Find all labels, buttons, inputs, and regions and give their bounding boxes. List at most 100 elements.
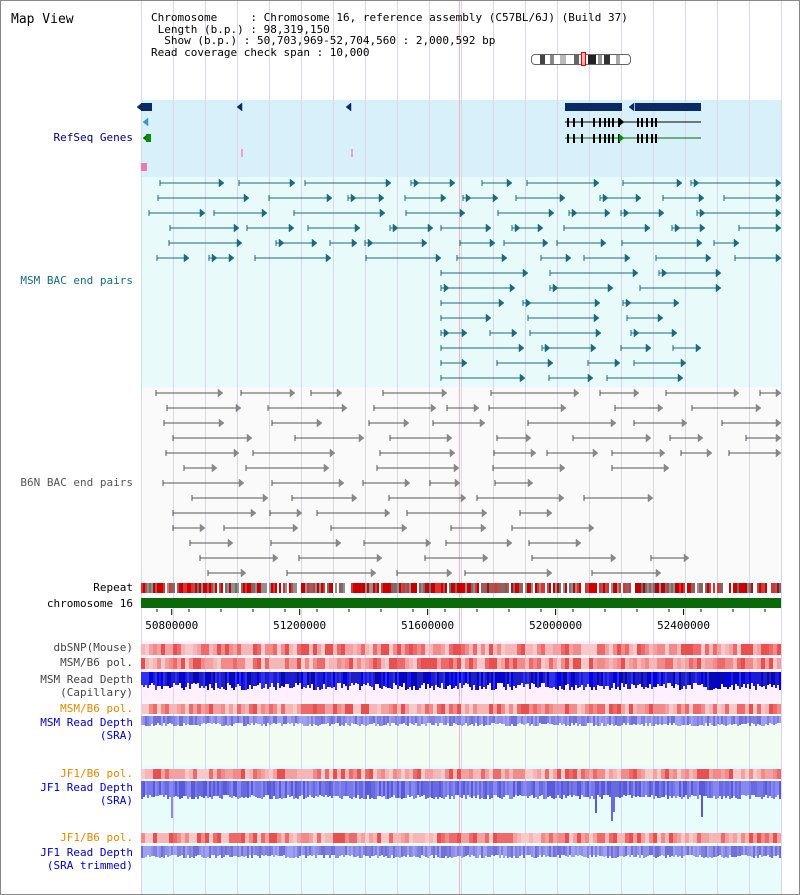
repeat-segment: [487, 583, 489, 593]
msm-b6-pol-2-density: [301, 704, 305, 714]
jf1-read-depth-trimmed-label[interactable]: JF1 Read Depth: [40, 846, 133, 859]
repeat-segment: [545, 583, 547, 593]
msm-b6-pol-2-density: [409, 704, 413, 714]
msm-read-depth-sra-bar: [643, 716, 645, 726]
jf1-b6-pol-density: [245, 769, 249, 779]
msm-read-depth-capillary-bar: [627, 672, 629, 689]
jf1-read-depth-trimmed-bar: [275, 846, 277, 855]
jf1-read-depth-sra-bar: [415, 781, 417, 798]
jf1-b6-pol-2-density: [773, 833, 777, 843]
repeat-segment: [567, 583, 569, 593]
repeat-segment: [501, 583, 503, 593]
jf1-read-depth-trimmed-bar: [755, 846, 757, 856]
chromosome-track-label[interactable]: chromosome 16: [46, 597, 133, 610]
ideogram-position-marker[interactable]: [581, 52, 586, 66]
msm-read-depth-sra-bar: [287, 716, 289, 723]
msm-read-depth-capillary-bar: [173, 672, 175, 683]
msm-read-depth-sra-bar: [641, 716, 643, 724]
refseq-track-label[interactable]: RefSeq Genes: [53, 131, 133, 144]
msm-read-depth-sra-bar: [711, 716, 713, 725]
msm-b6-pol-2-density: [397, 704, 401, 714]
jf1-read-depth-sra-bar: [361, 781, 363, 798]
msm-read-depth-capillary-bar: [477, 672, 479, 690]
b6n-bac-track-label[interactable]: B6N BAC end pairs: [20, 476, 133, 489]
jf1-read-depth-sra-bar: [677, 781, 679, 796]
dbsnp-density: [597, 644, 601, 655]
jf1-b6-pol-track-label[interactable]: JF1/B6 pol.: [60, 767, 133, 780]
repeat-segment: [489, 583, 491, 593]
repeat-segment: [271, 583, 273, 593]
msm-b6-pol-density: [217, 658, 221, 669]
msm-bac-end: [571, 208, 578, 218]
repeat-segment: [759, 583, 761, 593]
msm-b6-pol-2-density: [725, 704, 729, 714]
msm-b6-pol-density: [489, 658, 493, 669]
jf1-b6-pol-2-density: [425, 833, 429, 843]
repeat-segment: [649, 583, 651, 593]
jf1-read-depth-trimmed-bar: [225, 846, 227, 855]
msm-read-depth-capillary-bar: [541, 672, 543, 683]
repeat-segment: [699, 583, 701, 593]
jf1-read-depth-sra-bar: [317, 781, 319, 797]
msm-b6-pol-density: [517, 658, 521, 669]
jf1-read-depth-trimmed-bar: [317, 846, 319, 855]
jf1-read-depth-trimmed-bar: [247, 846, 249, 858]
repeat-segment: [481, 583, 483, 593]
msm-read-depth-sra-label[interactable]: MSM Read Depth: [40, 716, 133, 729]
msm-b6-pol-2-density: [197, 704, 201, 714]
msm-b6-pol-2-density: [421, 704, 425, 714]
jf1-b6-pol-density: [677, 769, 681, 779]
jf1-b6-pol-2-density: [389, 833, 393, 843]
repeat-segment: [601, 583, 603, 593]
msm-read-depth-sra-bar: [303, 716, 305, 726]
dbsnp-density: [373, 644, 377, 655]
msm-b6-pol-track-label[interactable]: MSM/B6 pol.: [60, 656, 133, 669]
msm-read-depth-capillary-bar: [621, 672, 623, 683]
jf1-b6-pol-density: [173, 769, 177, 779]
jf1-read-depth-sra-bar: [377, 781, 379, 796]
repeat-segment: [317, 583, 319, 593]
jf1-read-depth-trimmed-bar: [251, 846, 253, 858]
dbsnp-density: [237, 644, 241, 655]
repeat-segment: [573, 583, 575, 593]
msm-bac-track-label[interactable]: MSM BAC end pairs: [20, 274, 133, 287]
jf1-b6-pol-density: [561, 769, 565, 779]
msm-read-depth-capillary-bar: [305, 672, 307, 688]
jf1-b6-pol-density: [281, 769, 285, 779]
repeat-track-label[interactable]: Repeat: [93, 581, 133, 594]
jf1-b6-pol-density: [669, 769, 673, 779]
msm-read-depth-capillary-label[interactable]: MSM Read Depth: [40, 673, 133, 686]
msm-bac-pair-end: [607, 283, 614, 293]
repeat-segment: [505, 583, 507, 593]
jf1-read-depth-trimmed-bar: [293, 846, 295, 858]
jf1-read-depth-sra-bar: [309, 781, 311, 795]
jf1-read-depth-sra-bar: [243, 781, 245, 798]
msm-read-depth-capillary-bar: [231, 672, 233, 688]
jf1-read-depth-sra-bar: [375, 781, 377, 799]
msm-bac-end: [413, 178, 420, 188]
msm-b6-pol-2-track-label[interactable]: MSM/B6 pol.: [60, 702, 133, 715]
msm-read-depth-sra-bar: [243, 716, 245, 726]
jf1-read-depth-trimmed-bar: [617, 846, 619, 857]
msm-read-depth-capillary-bar: [567, 672, 569, 684]
msm-read-depth-sra-bar: [295, 716, 297, 723]
repeat-segment: [327, 583, 329, 593]
dbsnp-track-label[interactable]: dbSNP(Mouse): [53, 641, 133, 654]
msm-b6-pol-density: [277, 658, 281, 669]
jf1-read-depth-sra-bar: [613, 781, 615, 812]
repeat-segment: [627, 583, 629, 593]
msm-read-depth-capillary-bar: [549, 672, 551, 688]
jf1-b6-pol-2-track-label[interactable]: JF1/B6 pol.: [60, 831, 133, 844]
jf1-read-depth-trimmed-bar: [717, 846, 719, 856]
jf1-read-depth-sra-label[interactable]: JF1 Read Depth: [40, 781, 133, 794]
jf1-b6-pol-2-density: [181, 833, 185, 843]
b6n-bac-pair-end: [430, 403, 437, 413]
dbsnp-density: [161, 644, 165, 655]
jf1-read-depth-trimmed-bar: [565, 846, 567, 856]
jf1-read-depth-trimmed-bar: [509, 846, 511, 857]
jf1-read-depth-sra-bar: [391, 781, 393, 797]
jf1-read-depth-trimmed-bar: [189, 846, 191, 858]
refseq-exon: [612, 134, 614, 143]
msm-read-depth-capillary-bar: [427, 672, 429, 684]
